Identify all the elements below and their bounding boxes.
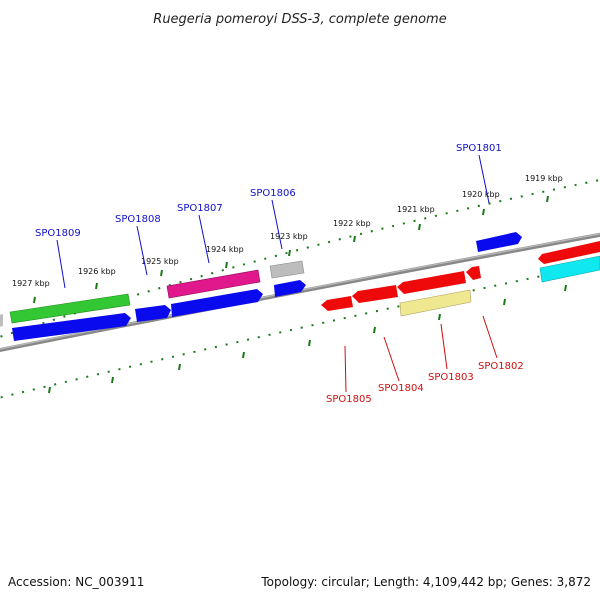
forward-tick-track	[0, 179, 600, 338]
gene-label-spo1807[interactable]: SPO1807	[177, 203, 223, 214]
gene-label-spo1809[interactable]: SPO1809	[35, 228, 81, 239]
gene-feature-yellow	[399, 289, 472, 317]
gene-label-spo1801[interactable]: SPO1801	[456, 143, 502, 154]
gene-label-spo1808[interactable]: SPO1808	[115, 214, 161, 225]
gene-feature-red-right	[538, 241, 600, 264]
gene-label-spo1805[interactable]: SPO1805	[326, 394, 372, 405]
gene-feature-blue-a	[12, 313, 131, 341]
forward-leader-lines	[56, 154, 490, 289]
tick-label-1920: 1920 kbp	[462, 190, 500, 199]
major-ticks	[33, 195, 549, 304]
gene-feature-left-gray	[0, 314, 3, 327]
reverse-major-ticks	[48, 284, 567, 394]
gene-feature-spo1808	[135, 305, 171, 322]
gene-label-spo1804[interactable]: SPO1804	[378, 383, 424, 394]
gene-feature-spo1802	[466, 266, 481, 280]
tick-label-1927: 1927 kbp	[12, 279, 50, 288]
tick-label-1923: 1923 kbp	[270, 232, 308, 241]
gene-feature-spo1804	[352, 285, 398, 303]
reverse-leader-lines	[344, 315, 498, 393]
tick-label-1919: 1919 kbp	[525, 174, 563, 183]
tick-label-1924: 1924 kbp	[206, 245, 244, 254]
tick-label-1925: 1925 kbp	[141, 257, 179, 266]
gene-feature-spo1806	[269, 260, 305, 279]
reverse-tick-track	[0, 263, 600, 399]
gene-feature-spo1805	[321, 296, 353, 311]
genome-stats-text: Topology: circular; Length: 4,109,442 bp…	[260, 575, 591, 589]
tick-label-1922: 1922 kbp	[333, 219, 371, 228]
gene-feature-cyan-right	[539, 255, 600, 283]
gene-feature-blue-c	[274, 280, 306, 297]
gene-label-spo1802[interactable]: SPO1802	[478, 361, 524, 372]
gene-feature-spo1801	[476, 232, 522, 252]
gene-feature-spo1809	[9, 293, 131, 324]
map-title: Ruegeria pomeroyi DSS-3, complete genome	[153, 12, 446, 27]
tick-label-1926: 1926 kbp	[78, 267, 116, 276]
gene-feature-spo1803	[397, 271, 466, 294]
gene-feature-spo1807	[166, 269, 261, 299]
accession-text: Accession: NC_003911	[8, 575, 144, 589]
gene-label-spo1803[interactable]: SPO1803	[428, 372, 474, 383]
gene-label-spo1806[interactable]: SPO1806	[250, 188, 296, 199]
gene-feature-blue-b	[171, 289, 263, 317]
tick-label-1921: 1921 kbp	[397, 205, 435, 214]
